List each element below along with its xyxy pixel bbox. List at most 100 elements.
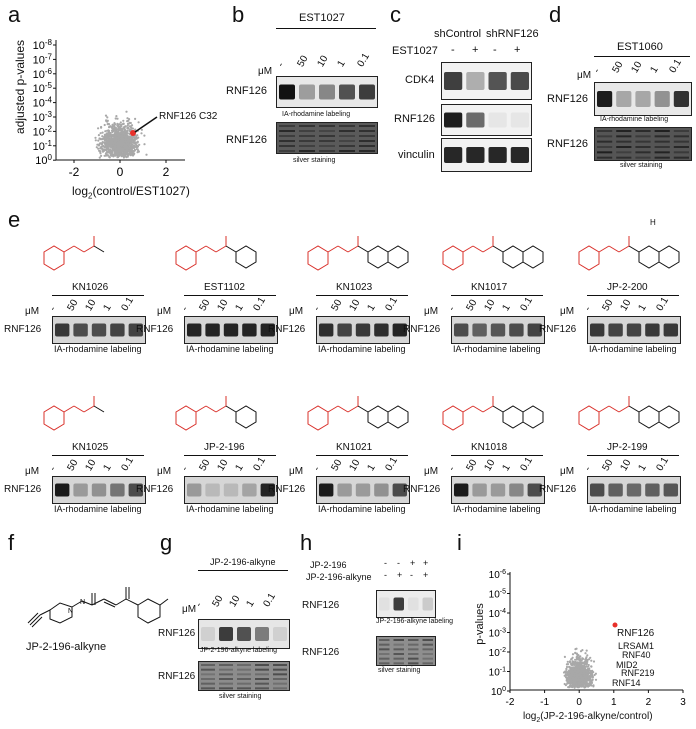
gel-stain-band	[635, 151, 651, 154]
panel-c-gel-cdk4	[441, 62, 532, 100]
panel-a-point	[103, 149, 106, 152]
gel-band	[645, 483, 660, 497]
panel-i-point	[581, 649, 584, 652]
panel-i-point	[585, 662, 588, 665]
panel-i-xlabel: log2(JP-2-196-alkyne/control)	[523, 711, 653, 724]
panel-e-lane: 1	[636, 302, 649, 313]
panel-a-point	[111, 148, 114, 151]
panel-a-annotation-arrow	[134, 116, 158, 133]
panel-h-lane: -	[384, 558, 387, 568]
gel-band	[128, 323, 143, 337]
panel-i-point	[582, 685, 585, 688]
panel-i-point	[585, 649, 588, 652]
panel-e-structure	[442, 236, 544, 271]
panel-a-point	[145, 153, 148, 156]
panel-a-point	[106, 154, 109, 157]
panel-a-ytick: 10-6	[33, 67, 53, 81]
panel-a-point	[124, 129, 127, 132]
panel-a-point	[108, 133, 112, 136]
panel-i-xtick: 3	[680, 697, 686, 708]
panel-e-lane: 10	[347, 457, 363, 473]
gel-stain-band	[299, 145, 315, 147]
panel-a-point	[108, 145, 111, 148]
panel-a-point	[123, 145, 126, 148]
panel-a-point	[130, 126, 133, 129]
gel-band	[73, 323, 88, 337]
gel-band	[444, 112, 463, 128]
gel-band	[242, 323, 257, 337]
panel-e-lane: 50	[197, 457, 213, 473]
panel-e-lane: 0.1	[251, 295, 268, 313]
panel-e-lane: 50	[600, 457, 616, 473]
gel-band	[337, 323, 352, 337]
d-lanes-lane: -	[591, 66, 603, 75]
gel-band	[219, 627, 233, 641]
gel-band	[392, 483, 407, 497]
panel-a-point	[104, 114, 108, 117]
panel-i-point	[585, 680, 588, 684]
panel-a-point	[125, 130, 128, 133]
gel-band	[509, 483, 524, 497]
gel-stain-band	[319, 140, 335, 142]
panel-a-point	[109, 142, 112, 146]
panel-e-lane: 0.1	[119, 295, 136, 313]
gel-band	[645, 323, 660, 337]
panel-i-xtick: 2	[646, 697, 652, 708]
gel-stain-band	[219, 673, 233, 676]
gel-stain-band	[616, 140, 632, 143]
panel-i-point	[576, 673, 579, 676]
panel-e-structure	[175, 236, 257, 271]
panel-i-point	[584, 677, 587, 680]
panel-d-compound-line	[594, 56, 690, 57]
panel-i-point	[586, 673, 589, 676]
gel-band	[654, 91, 670, 107]
panel-a-point	[134, 136, 137, 139]
panel-i-point	[580, 677, 583, 680]
gel-band	[490, 323, 506, 337]
panel-a-point	[127, 143, 130, 146]
gel-stain-band	[201, 664, 215, 666]
panel-a-point	[127, 146, 130, 149]
panel-e-lane: 50	[464, 457, 480, 473]
panel-i-point	[593, 673, 596, 677]
panel-d-gel-rhodamine	[594, 82, 692, 116]
panel-i-hit-label: RNF40	[622, 650, 651, 660]
panel-i-point	[569, 679, 572, 682]
gel-band	[509, 323, 524, 337]
gel-stain-band	[219, 682, 233, 685]
panel-i-point	[568, 686, 571, 689]
panel-b-compound: EST1027	[299, 12, 345, 24]
gel-band	[663, 323, 678, 337]
panel-e-lane: 10	[347, 297, 363, 313]
panel-a-point	[116, 145, 119, 148]
panel-a-point	[119, 121, 122, 124]
gel-stain-band	[422, 653, 433, 655]
gel-band	[597, 91, 613, 107]
panel-e-row-label: RNF126	[539, 324, 577, 335]
panel-a-point	[135, 134, 138, 137]
panel-e-lane: -	[582, 304, 594, 313]
panel-i-point	[577, 686, 580, 689]
gel-stain-band	[616, 130, 632, 132]
panel-a-point	[112, 146, 115, 149]
gel-stain-band	[273, 668, 287, 671]
panel-e-compound-line	[316, 295, 408, 296]
panel-e-structure	[307, 396, 409, 431]
panel-i-point	[582, 667, 585, 670]
gel-band	[355, 323, 371, 337]
gel-stain-band	[393, 648, 404, 651]
panel-e-gel	[587, 316, 681, 344]
panel-d-row1-label: RNF126	[547, 93, 588, 105]
panel-a-point	[99, 147, 102, 150]
panel-e-structure	[43, 396, 105, 431]
panel-i-point	[584, 652, 587, 655]
panel-i-point	[590, 665, 593, 668]
panel-i-point	[579, 661, 582, 664]
panel-i-point	[586, 667, 589, 671]
panel-e-unit: μM	[424, 306, 439, 317]
gel-band	[374, 323, 389, 337]
gel-stain-band	[255, 664, 269, 666]
gel-stain-band	[393, 657, 404, 660]
panel-a-xtick: 0	[117, 165, 124, 179]
panel-a-point	[100, 154, 103, 157]
